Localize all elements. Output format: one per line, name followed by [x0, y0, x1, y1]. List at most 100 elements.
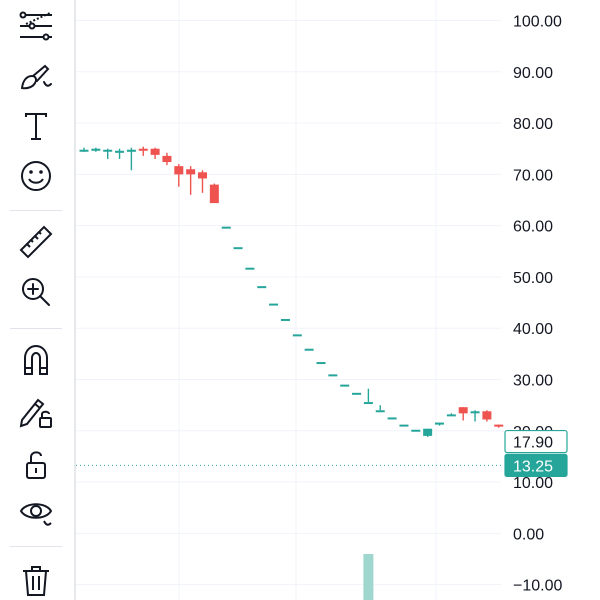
- price-tick-label: 0.00: [513, 526, 544, 543]
- candle-down: [482, 410, 492, 422]
- candle-up: [257, 286, 267, 289]
- chart-grid: [76, 0, 501, 600]
- candle-up: [221, 226, 231, 229]
- candle-up: [387, 417, 397, 420]
- price-tick-label: 40.00: [513, 321, 553, 338]
- candle-down: [138, 146, 148, 156]
- candle-body: [363, 402, 373, 405]
- lock-drawings-button[interactable]: [14, 392, 58, 432]
- candle-up: [292, 334, 302, 337]
- zoom-in-icon: [22, 278, 50, 306]
- zoom-in-button[interactable]: [14, 272, 58, 312]
- candle-up: [375, 405, 385, 413]
- candlestick-series: [79, 146, 527, 443]
- candle-body: [423, 428, 433, 436]
- candle-body: [233, 247, 243, 250]
- measure-tool-button[interactable]: [14, 222, 58, 262]
- candle-up: [269, 303, 279, 306]
- candle-down: [186, 166, 196, 195]
- candle-up: [470, 410, 480, 422]
- trend-lines-icon: [19, 11, 52, 41]
- candle-body: [174, 166, 184, 175]
- lock-all-button[interactable]: [14, 444, 58, 484]
- candle-up: [363, 388, 373, 405]
- candle-down: [174, 164, 184, 187]
- price-tick-label: 50.00: [513, 270, 553, 287]
- toolbar-divider: [10, 546, 62, 547]
- pencil-lock-icon: [19, 398, 52, 428]
- candle-body: [292, 334, 302, 337]
- price-tick-label: 90.00: [513, 65, 553, 82]
- candle-body: [399, 424, 409, 427]
- remove-drawings-button[interactable]: [14, 560, 58, 600]
- candle-body: [340, 384, 350, 387]
- candle-up: [340, 384, 350, 387]
- candle-up: [79, 147, 89, 152]
- emoji-tool-button[interactable]: [14, 156, 58, 196]
- price-chart[interactable]: 100.00 90.00 80.00 70.00 60.00 50.00 40.00 30.0…: [76, 0, 600, 600]
- candle-body: [150, 148, 160, 155]
- candle-down: [150, 147, 160, 159]
- text-tool-button[interactable]: [14, 106, 58, 146]
- candle-up: [435, 422, 444, 426]
- price-axis: 100.00 90.00 80.00 70.00 60.00 50.00 40.00 30.0…: [513, 14, 562, 595]
- candle-body: [482, 411, 492, 420]
- candle-body: [91, 148, 101, 151]
- price-tick-label: −10.00: [513, 578, 562, 595]
- magnet-mode-button[interactable]: [14, 340, 58, 380]
- candle-body: [446, 414, 456, 417]
- price-tick-label: 80.00: [513, 116, 553, 133]
- drawing-toolbar: [0, 0, 76, 600]
- candle-body: [280, 318, 290, 321]
- candle-body: [304, 348, 314, 351]
- hide-drawings-button[interactable]: [14, 492, 58, 532]
- magnet-icon: [24, 344, 48, 375]
- smiley-icon: [21, 161, 51, 191]
- candle-body: [352, 392, 362, 395]
- price-badge-label: 17.90: [513, 435, 553, 452]
- candle-body: [411, 429, 421, 432]
- unlock-icon: [26, 451, 46, 479]
- candle-up: [411, 429, 421, 432]
- candle-up: [423, 428, 433, 437]
- candle-up: [316, 362, 326, 365]
- volume-bar: [363, 554, 374, 600]
- candle-body: [316, 362, 326, 365]
- volume-bars: [363, 554, 374, 600]
- brush-tool-button[interactable]: [14, 56, 58, 96]
- candle-down: [458, 407, 468, 421]
- price-tick-label: 10.00: [513, 475, 553, 492]
- candle-up: [126, 147, 136, 171]
- candle-up: [399, 424, 409, 427]
- candle-body: [387, 417, 397, 420]
- candle-body: [79, 149, 89, 152]
- candle-body: [162, 155, 172, 163]
- last-price-badge: [504, 453, 568, 477]
- candle-body: [245, 267, 255, 270]
- candle-body: [126, 149, 136, 152]
- candle-body: [375, 410, 385, 413]
- brush-icon: [20, 64, 52, 90]
- text-icon: [25, 113, 47, 140]
- candle-up: [115, 148, 125, 159]
- candle-up: [233, 247, 243, 250]
- candle-down: [198, 170, 207, 193]
- candle-up: [304, 348, 314, 351]
- candle-body: [470, 411, 480, 414]
- candle-body: [458, 407, 468, 414]
- candle-body: [435, 422, 444, 425]
- eye-icon: [19, 503, 53, 526]
- trash-icon: [23, 566, 49, 596]
- candle-body: [198, 172, 207, 179]
- candle-down: [162, 152, 172, 166]
- candle-body: [186, 169, 196, 175]
- candle-up: [103, 148, 113, 159]
- price-marker-badge: [504, 429, 568, 454]
- candle-up: [91, 147, 101, 152]
- candle-body: [269, 303, 279, 306]
- ruler-icon: [19, 225, 53, 259]
- candle-body: [494, 424, 504, 427]
- toolbar-divider: [10, 328, 62, 329]
- price-tick-label: 60.00: [513, 219, 553, 236]
- trend-line-tool-button[interactable]: [14, 6, 58, 46]
